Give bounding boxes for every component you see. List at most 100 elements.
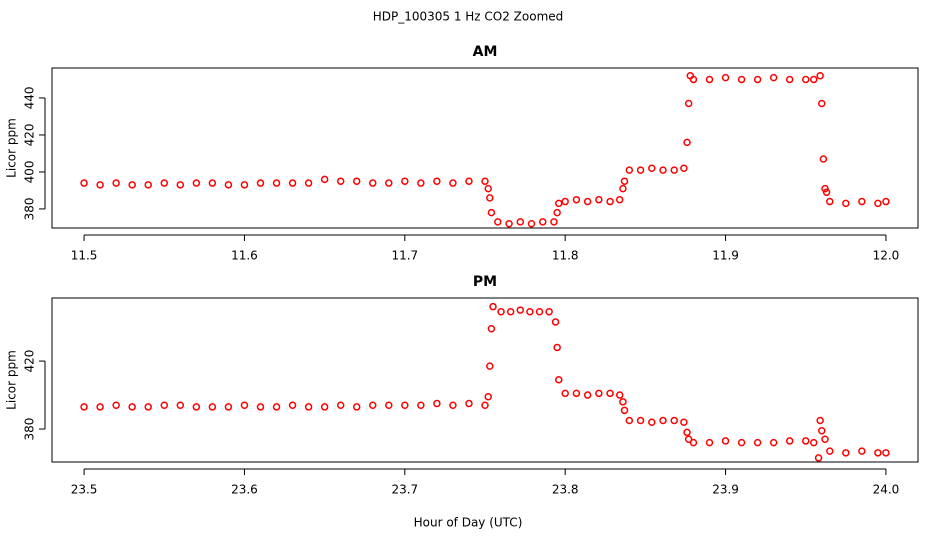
data-point xyxy=(112,401,120,409)
data-point xyxy=(320,403,329,411)
data-point xyxy=(561,389,569,398)
data-point xyxy=(304,403,313,411)
data-point xyxy=(572,195,581,204)
y-tick-label: 420 xyxy=(23,124,37,147)
data-point xyxy=(620,177,629,185)
x-tick-label: 23.7 xyxy=(391,483,418,497)
data-point xyxy=(484,392,492,401)
data-point xyxy=(684,99,693,108)
data-point xyxy=(481,177,489,185)
data-point xyxy=(606,197,614,206)
data-point xyxy=(753,75,762,84)
x-tick-label: 12.0 xyxy=(873,249,900,263)
data-point xyxy=(818,426,826,435)
data-point xyxy=(465,399,473,408)
data-point xyxy=(486,194,494,202)
x-tick-label: 11.5 xyxy=(71,249,98,263)
data-point xyxy=(489,302,497,311)
data-point xyxy=(636,416,645,425)
data-point xyxy=(882,197,890,206)
y-axis-label: Licor ppm xyxy=(5,350,19,410)
data-point xyxy=(527,219,536,228)
data-point xyxy=(484,184,492,193)
x-tick-label: 11.9 xyxy=(712,249,739,263)
plot-frame xyxy=(51,297,919,463)
y-tick-label: 420 xyxy=(23,350,37,373)
data-point xyxy=(449,179,457,187)
data-point xyxy=(80,403,88,411)
data-point xyxy=(417,179,425,187)
data-point xyxy=(553,208,561,217)
data-point xyxy=(192,403,201,411)
data-point xyxy=(648,418,656,426)
data-point xyxy=(486,362,494,370)
data-point xyxy=(368,179,377,187)
data-point xyxy=(288,179,297,187)
data-point xyxy=(487,325,496,333)
data-point xyxy=(684,435,693,443)
data-point xyxy=(826,447,834,455)
figure-title: HDP_100305 1 Hz CO2 Zoomed xyxy=(373,10,564,24)
data-point xyxy=(352,403,361,411)
data-point xyxy=(721,73,730,82)
data-point xyxy=(240,401,249,409)
data-point xyxy=(595,389,603,398)
data-point xyxy=(858,447,866,455)
data-point xyxy=(385,401,393,409)
data-point xyxy=(680,164,688,173)
data-point xyxy=(160,179,169,187)
data-point xyxy=(465,177,473,185)
data-point xyxy=(272,403,281,411)
x-tick-label: 23.6 xyxy=(231,483,258,497)
data-point xyxy=(516,218,525,226)
data-point xyxy=(606,389,614,398)
data-point xyxy=(858,197,866,206)
data-point xyxy=(648,164,656,173)
data-point xyxy=(304,179,313,187)
y-tick-label: 380 xyxy=(23,197,37,220)
data-point xyxy=(874,199,882,208)
data-point xyxy=(636,166,645,174)
data-point xyxy=(670,166,678,174)
data-point xyxy=(737,438,746,447)
x-tick-label: 11.7 xyxy=(391,249,418,263)
data-point xyxy=(555,375,563,384)
data-point xyxy=(208,179,217,187)
data-point xyxy=(288,401,297,409)
data-point xyxy=(368,401,377,409)
data-point xyxy=(737,75,746,84)
data-point xyxy=(336,177,345,185)
y-tick-label: 380 xyxy=(23,418,37,441)
data-point xyxy=(818,99,826,108)
data-point xyxy=(550,218,558,226)
data-point xyxy=(128,403,136,411)
data-point xyxy=(874,449,882,457)
data-point xyxy=(80,179,88,187)
y-tick-label: 400 xyxy=(23,161,37,184)
data-point xyxy=(615,391,624,399)
data-point xyxy=(96,181,104,189)
data-point xyxy=(822,188,831,197)
data-point xyxy=(176,181,185,189)
data-point xyxy=(769,438,778,447)
data-point xyxy=(336,401,345,409)
x-tick-label: 11.6 xyxy=(231,249,258,263)
data-point xyxy=(176,401,185,409)
data-point xyxy=(659,416,667,425)
data-point xyxy=(497,308,505,316)
data-point xyxy=(352,177,361,185)
data-point xyxy=(481,401,489,409)
data-point xyxy=(785,437,794,445)
data-point xyxy=(810,438,818,447)
data-point xyxy=(506,308,515,316)
data-point xyxy=(705,438,714,447)
data-point xyxy=(256,403,265,411)
data-point xyxy=(625,416,634,425)
data-point xyxy=(615,195,624,204)
panel-title: AM xyxy=(473,44,498,60)
data-point xyxy=(545,308,553,316)
data-point xyxy=(433,177,441,185)
data-point xyxy=(538,218,547,226)
